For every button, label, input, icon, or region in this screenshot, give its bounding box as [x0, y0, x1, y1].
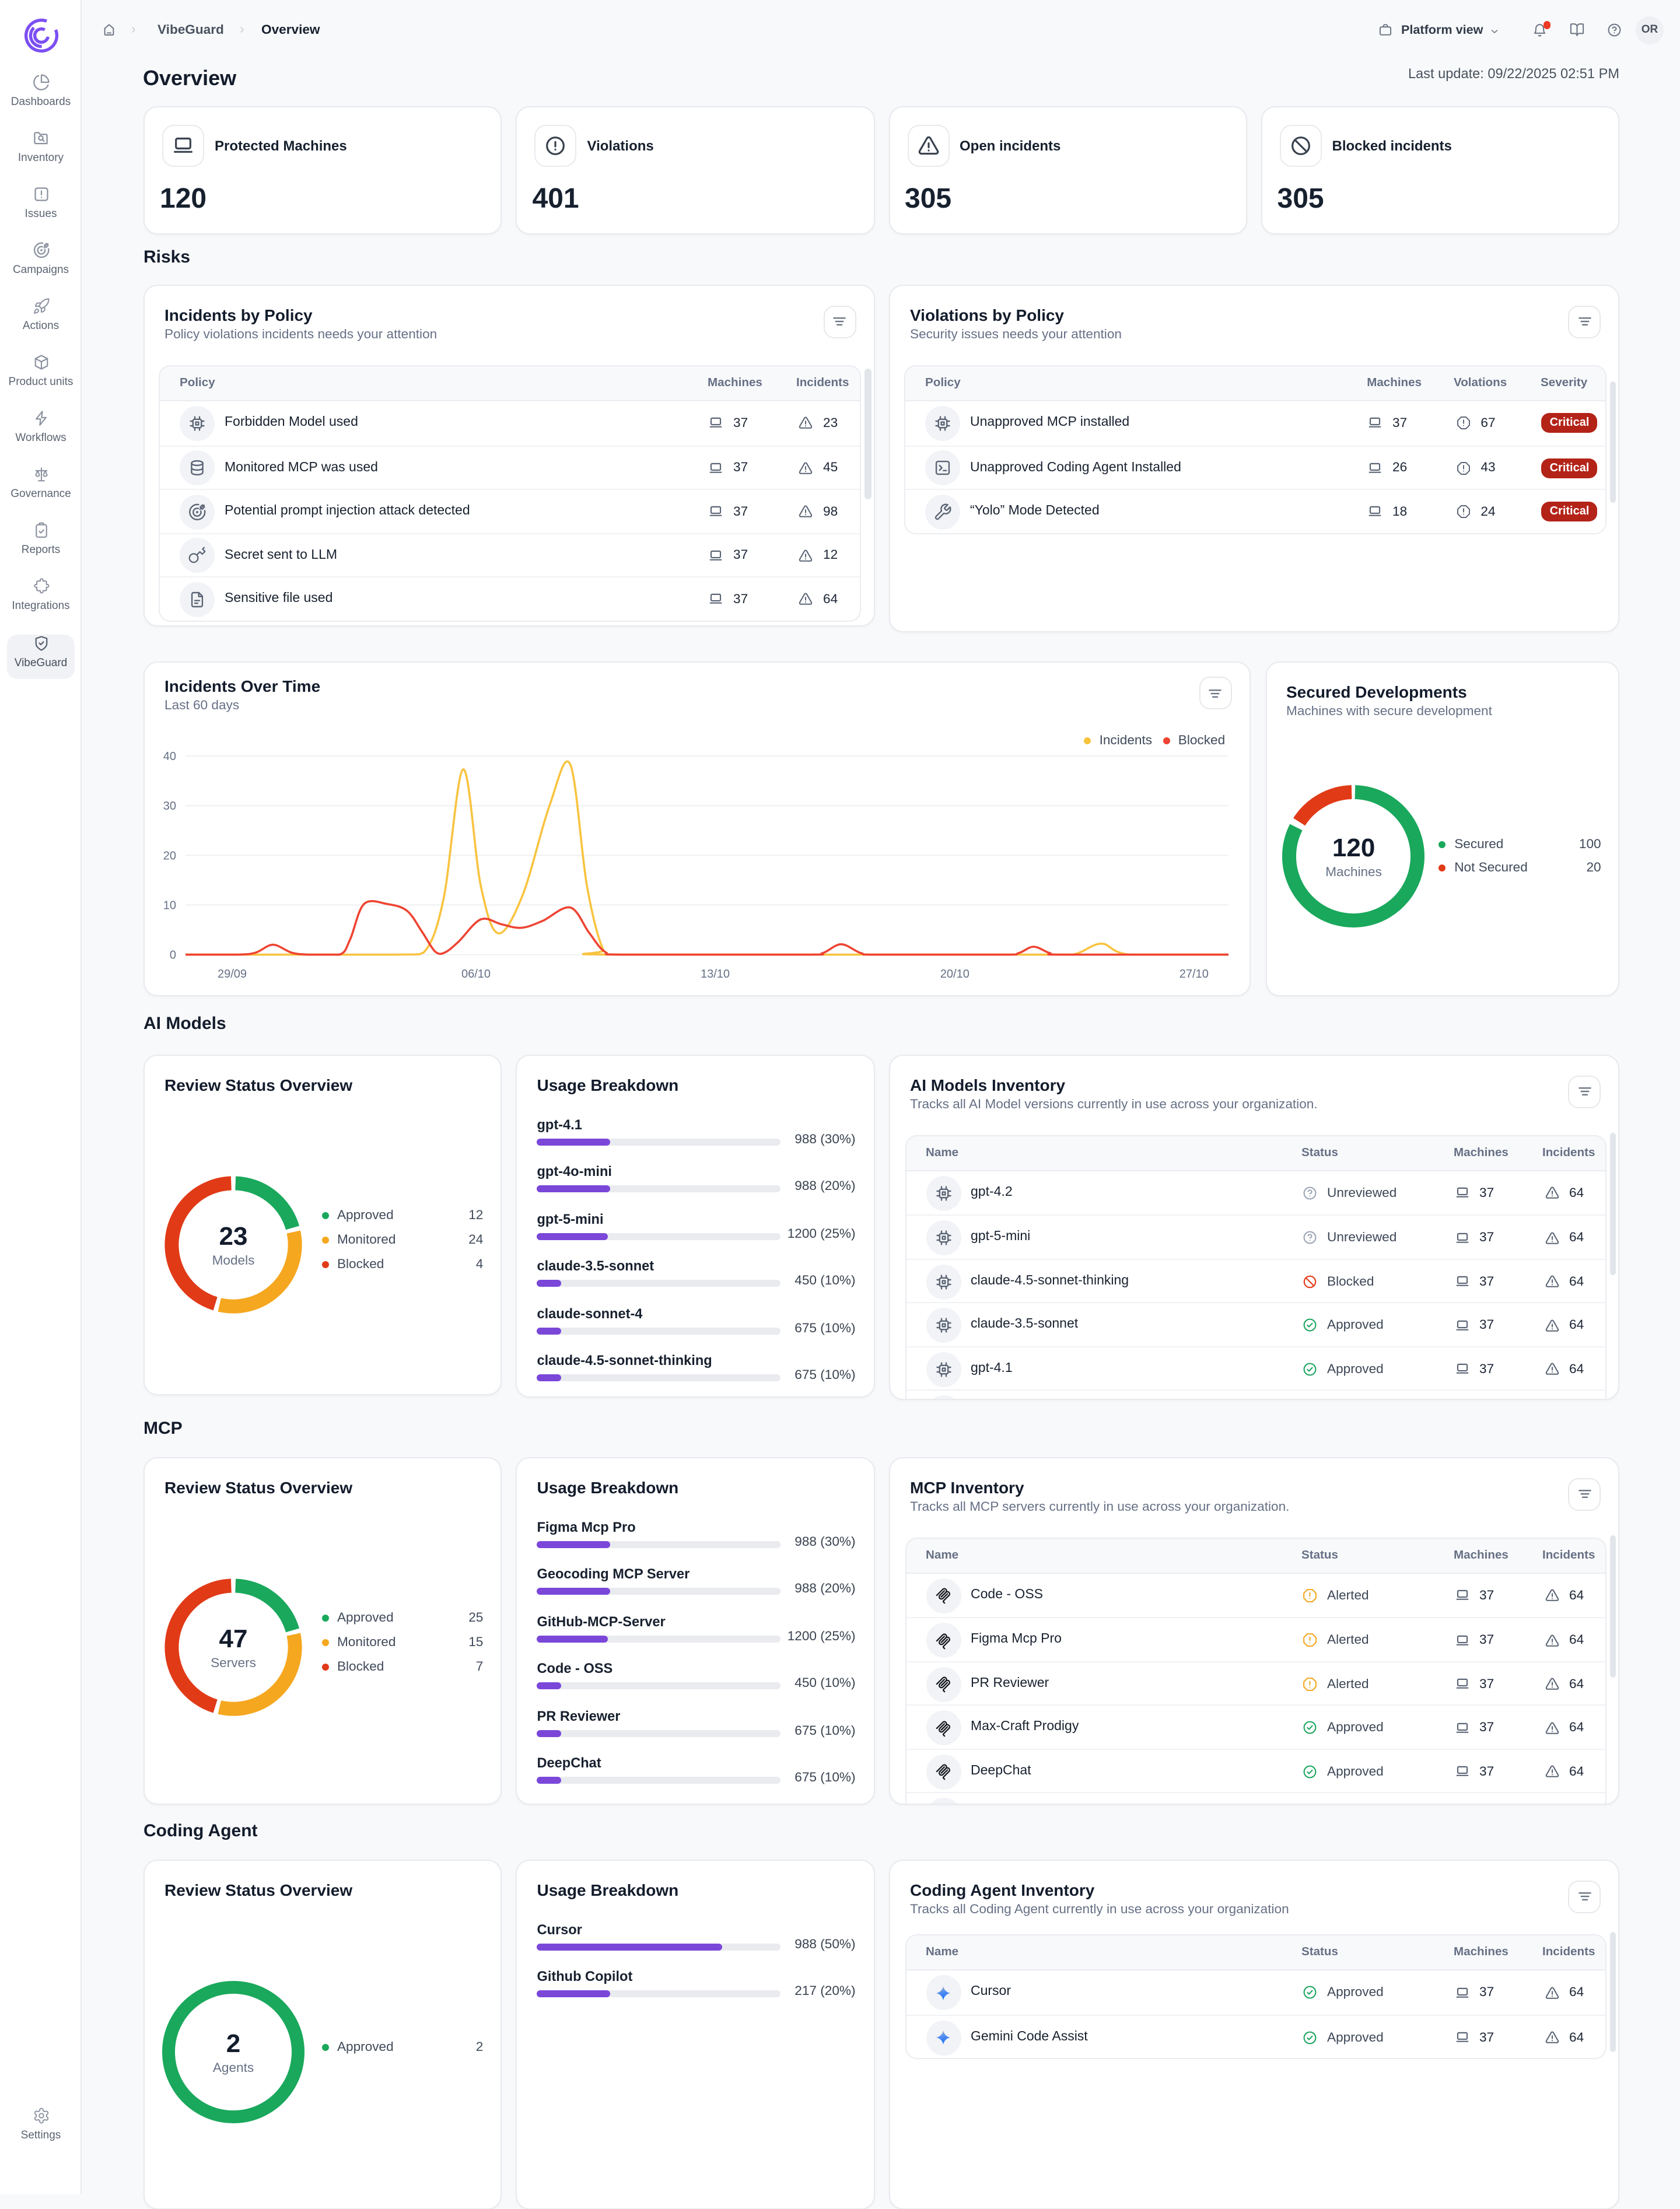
svg-text:27/10: 27/10 — [1180, 968, 1209, 981]
svg-text:29/09: 29/09 — [218, 968, 247, 981]
svg-text:30: 30 — [163, 800, 176, 813]
svg-text:0: 0 — [170, 949, 176, 962]
svg-text:10: 10 — [163, 899, 176, 912]
svg-text:06/10: 06/10 — [461, 968, 491, 981]
svg-text:20/10: 20/10 — [940, 968, 970, 981]
svg-text:20: 20 — [163, 849, 176, 862]
svg-text:40: 40 — [163, 750, 176, 763]
svg-text:13/10: 13/10 — [701, 968, 730, 981]
